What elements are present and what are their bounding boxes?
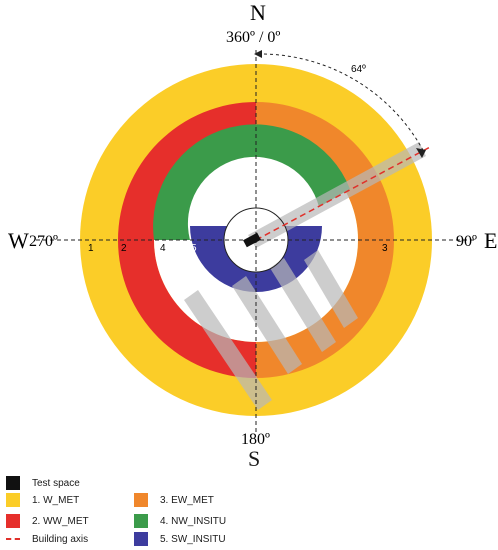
legend-swatch-w-met	[6, 493, 20, 507]
legend-line-building-axis	[6, 538, 20, 540]
legend-label-test-space: Test space	[32, 477, 80, 489]
ring-ww-met	[118, 102, 256, 378]
legend: Test space 1. W_MET 2. WW_MET Building a…	[6, 448, 306, 548]
legend-swatch-ww-met	[6, 514, 20, 528]
legend-ew-met: 3. EW_MET	[134, 493, 214, 507]
building-shadow	[184, 142, 426, 410]
west-degree-label: 270º	[29, 233, 58, 250]
legend-label-ew-met: 3. EW_MET	[160, 494, 214, 506]
legend-ww-met: 2. WW_MET	[6, 514, 89, 528]
ring-nw-insitu	[153, 124, 350, 240]
legend-swatch-ew-met	[134, 493, 148, 507]
test-space-marker	[243, 232, 261, 248]
legend-swatch-test-space	[6, 476, 20, 490]
angle-arrow-head-end	[416, 148, 426, 158]
legend-test-space: Test space	[6, 476, 80, 490]
east-label: E	[484, 228, 497, 253]
legend-label-nw-insitu: 4. NW_INSITU	[160, 515, 227, 527]
legend-label-w-met: 1. W_MET	[32, 494, 80, 506]
angle-arc	[257, 53, 425, 153]
ring-number-5: 5	[191, 243, 197, 254]
legend-nw-insitu: 4. NW_INSITU	[134, 514, 226, 528]
ring-number-4: 4	[160, 243, 166, 254]
core-outline	[223, 207, 289, 273]
legend-label-ww-met: 2. WW_MET	[32, 515, 89, 527]
legend-sw-insitu: 5. SW_INSITU	[134, 532, 226, 546]
west-label: W	[8, 228, 29, 253]
legend-building-axis: Building axis	[6, 532, 88, 546]
legend-swatch-sw-insitu	[134, 532, 148, 546]
ring-number-1: 1	[88, 243, 94, 254]
legend-w-met: 1. W_MET	[6, 493, 79, 507]
legend-label-building-axis: Building axis	[32, 533, 89, 545]
wind-direction-diagram: 64º N 360º / 0º 180º W 270º 90º E 1 2 4 …	[8, 0, 497, 448]
legend-label-sw-insitu: 5. SW_INSITU	[160, 533, 226, 545]
legend-swatch-nw-insitu	[134, 514, 148, 528]
ring-number-2: 2	[121, 243, 127, 254]
south-degree-label: 180º	[241, 431, 270, 448]
angle-arrow-head	[254, 50, 262, 58]
north-label: N	[250, 0, 266, 25]
north-degree-label: 360º / 0º	[226, 29, 280, 46]
angle-label: 64º	[351, 64, 366, 75]
ring-number-3: 3	[382, 243, 388, 254]
south-label: S	[248, 446, 261, 471]
east-degree-label: 90º	[456, 233, 477, 250]
building-axis-line	[255, 145, 433, 241]
ring-ew-met	[256, 102, 394, 378]
